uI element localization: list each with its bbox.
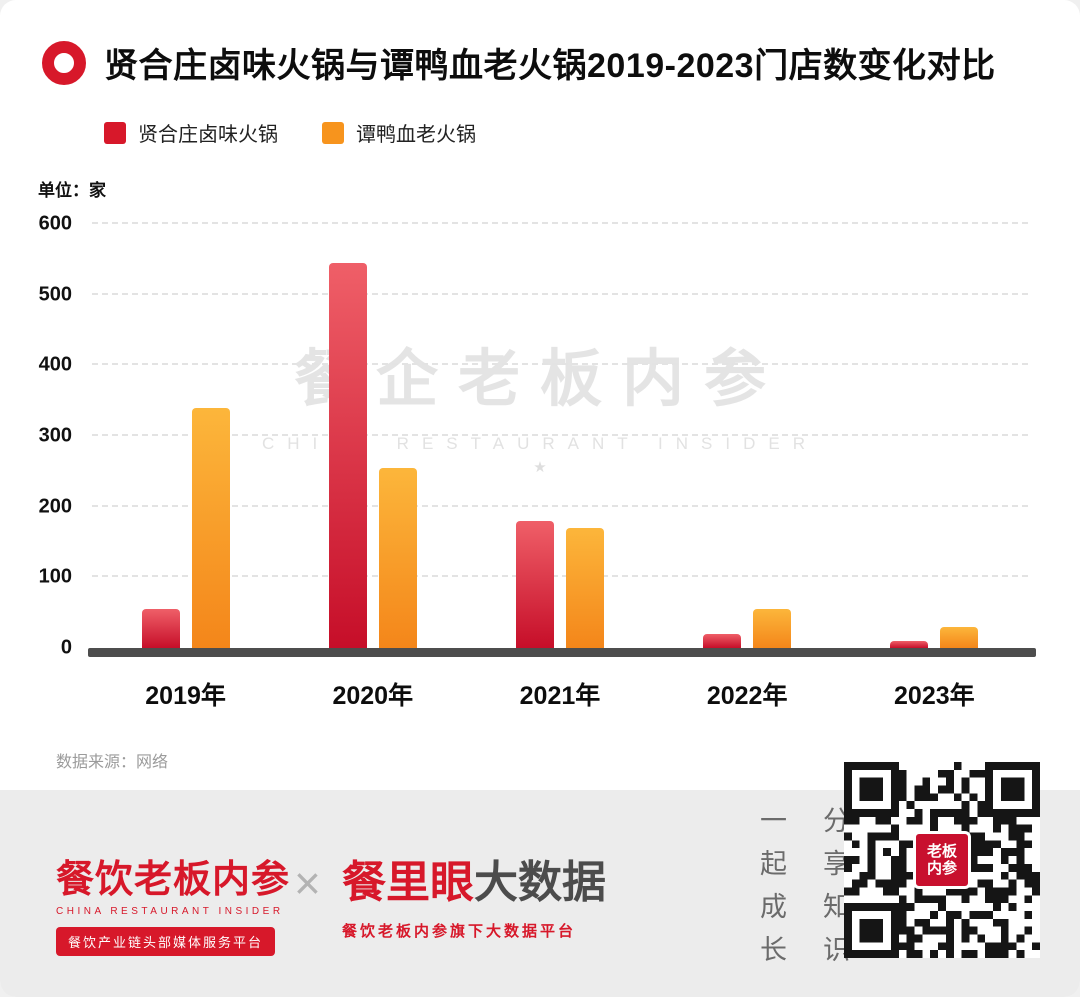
legend-label-series1: 贤合庄卤味火锅 xyxy=(138,124,278,146)
bar-series1-2020年 xyxy=(328,262,367,648)
y-axis-label-500: 500 xyxy=(38,283,72,306)
data-source: 数据来源：网络 xyxy=(56,754,169,771)
x-axis-label-2020年: 2020年 xyxy=(332,682,414,710)
brand-right-name-secondary: 大数据 xyxy=(474,858,606,907)
bar-group-2021年: 2021年 xyxy=(515,224,604,710)
gridline-300 xyxy=(92,434,1028,436)
y-axis-label-400: 400 xyxy=(38,353,72,376)
qr-center-logo: 老板 内参 xyxy=(913,831,971,889)
x-axis-label-2019年: 2019年 xyxy=(145,682,226,710)
gridline-600 xyxy=(92,222,1028,224)
bar-series2-2021年 xyxy=(565,527,604,648)
gridline-100 xyxy=(92,575,1028,578)
page-title: 贤合庄卤味火锅与谭鸭血老火锅2019-2023门店数变化对比 xyxy=(104,47,996,85)
bar-series1-2021年 xyxy=(515,520,554,648)
x-axis-label-2021年: 2021年 xyxy=(519,682,601,710)
y-axis-label-0: 0 xyxy=(60,636,72,659)
y-axis-label-100: 100 xyxy=(38,565,72,588)
brand-right-tagline: 餐饮老板内参旗下大数据平台 xyxy=(342,923,577,940)
brand-right: 餐里眼大数据 餐饮老板内参旗下大数据平台 xyxy=(342,846,606,941)
bar-series2-2020年 xyxy=(378,467,417,648)
qr-logo-line1: 老板 xyxy=(926,842,957,860)
bar-group-2022年: 2022年 xyxy=(703,224,792,710)
brand-right-name-primary: 餐里眼 xyxy=(342,858,474,907)
slogans: 一起成长 分享知识 xyxy=(752,806,854,978)
x-axis-label-2022年: 2022年 xyxy=(706,682,788,710)
legend-item-series2: 谭鸭血老火锅 xyxy=(322,118,476,147)
bar-series1-2019年 xyxy=(141,609,180,648)
bar-series2-2022年 xyxy=(753,609,792,648)
unit-label: 单位：家 xyxy=(38,181,106,200)
header: 贤合庄卤味火锅与谭鸭血老火锅2019-2023门店数变化对比 xyxy=(42,38,1056,87)
bar-group-2019年: 2019年 xyxy=(141,224,230,710)
bullet-ring-icon xyxy=(42,40,86,85)
brand-left-tagline: 餐饮产业链头部媒体服务平台 xyxy=(56,927,276,956)
legend-label-series2: 谭鸭血老火锅 xyxy=(356,124,476,146)
qr-logo-line2: 内参 xyxy=(926,860,957,877)
bar-group-2020年: 2020年 xyxy=(328,224,417,710)
bar-groups: 2019年 2020年 2021年 2022年 2023年 xyxy=(92,224,1028,710)
bar-group-2023年: 2023年 xyxy=(890,224,979,710)
x-axis-line xyxy=(88,648,1036,657)
legend: 贤合庄卤味火锅 谭鸭血老火锅 xyxy=(104,118,476,147)
legend-swatch-red xyxy=(104,121,126,144)
brand-right-name: 餐里眼大数据 xyxy=(342,846,606,910)
plot-area: 0 100 200 300 400 500 600 2019年 2020年 2021年 2022年 2… xyxy=(39,213,1036,710)
bar-series1-2022年 xyxy=(703,633,742,648)
qr-code-pattern xyxy=(844,762,1040,958)
y-axis-label-200: 200 xyxy=(38,495,72,518)
legend-item-series1: 贤合庄卤味火锅 xyxy=(104,118,278,147)
brand-left: 餐饮老板内参 CHINA RESTAURANT INSIDER 餐饮产业链头部媒… xyxy=(56,848,290,956)
x-axis-label-2023年: 2023年 xyxy=(894,682,975,710)
legend-swatch-orange xyxy=(322,121,344,144)
y-axis-label-600: 600 xyxy=(38,212,72,235)
brand-left-subtitle: CHINA RESTAURANT INSIDER xyxy=(56,906,284,917)
footer: 餐饮老板内参 CHINA RESTAURANT INSIDER 餐饮产业链头部媒… xyxy=(0,790,1080,997)
bar-series2-2023年 xyxy=(940,626,979,648)
qr-code: 老板 内参 xyxy=(844,762,1040,958)
gridline-500 xyxy=(92,292,1028,295)
gridline-400 xyxy=(92,363,1028,366)
brand-left-name: 餐饮老板内参 xyxy=(56,859,291,901)
bar-series2-2019年 xyxy=(191,407,230,648)
brand-separator: × xyxy=(294,857,321,909)
bar-series1-2023年 xyxy=(890,640,929,648)
slogan-column-1: 一起成长 xyxy=(756,806,786,978)
y-axis-label-300: 300 xyxy=(38,424,72,447)
gridline-200 xyxy=(92,504,1028,507)
